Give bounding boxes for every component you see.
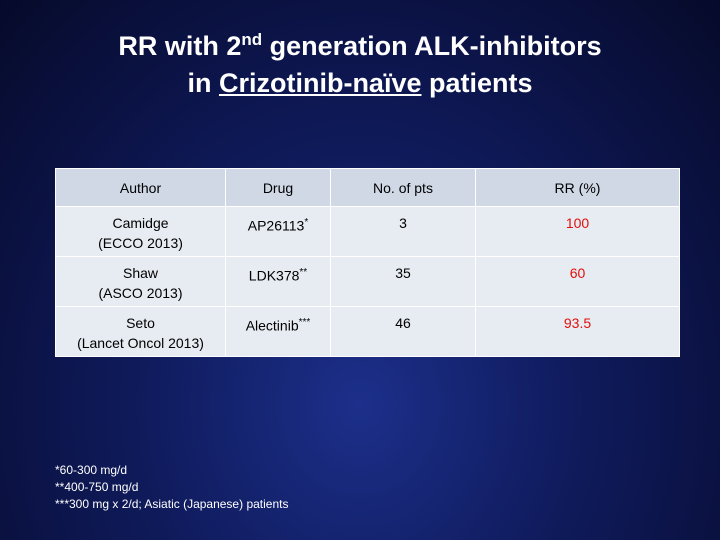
title-text: patients: [421, 68, 533, 98]
footnote: *60-300 mg/d: [55, 463, 128, 477]
pts-cell: 3: [330, 206, 476, 257]
drug-name: AP26113: [247, 217, 305, 234]
header-row: Author Drug No. of pts RR (%): [55, 168, 680, 207]
header-cell: Author: [55, 168, 226, 207]
drug-cell: Alectinib***: [225, 306, 331, 357]
footnote: **400-750 mg/d: [55, 480, 139, 494]
pts-cell: 46: [330, 306, 476, 357]
drug-name: LDK378: [248, 267, 300, 284]
drug-note: *: [304, 217, 309, 228]
rr-cell: 93.5: [475, 306, 680, 357]
title-text: RR with 2: [118, 31, 242, 61]
drug-cell: AP26113*: [225, 206, 331, 257]
title-superscript: nd: [241, 30, 263, 49]
drug-note: **: [299, 267, 308, 278]
header-cell: Drug: [225, 168, 331, 207]
title-line: RR with 2nd generation ALK-inhibitors: [0, 28, 720, 65]
rr-cell: 100: [475, 206, 680, 257]
author-cell: Shaw (ASCO 2013): [55, 256, 226, 307]
table-row: Seto (Lancet Oncol 2013) Alectinib*** 46 93.…: [55, 306, 680, 357]
author-line: Shaw: [122, 265, 159, 281]
author-cell: Seto (Lancet Oncol 2013): [55, 306, 226, 357]
header-cell: No. of pts: [330, 168, 476, 207]
drug-note: ***: [298, 317, 311, 328]
title-underlined: Crizotinib-naïve: [218, 68, 422, 98]
author-line: Seto: [126, 315, 155, 331]
footnote: ***300 mg x 2/d; Asiatic (Japanese) pati…: [55, 497, 289, 511]
slide-title: RR with 2nd generation ALK-inhibitors in…: [0, 28, 720, 102]
title-line: in Crizotinib-naïve patients: [0, 65, 720, 102]
author-line: (Lancet Oncol 2013): [77, 335, 204, 351]
author-line: (ASCO 2013): [98, 285, 183, 301]
drug-cell: LDK378**: [225, 256, 331, 307]
drug-name: Alectinib: [245, 317, 299, 334]
rr-cell: 60: [475, 256, 680, 307]
results-table: Author Drug No. of pts RR (%) Camidge (ECCO …: [55, 168, 680, 357]
table-body: Camidge (ECCO 2013) AP26113* 3 100 Shaw (ASCO …: [55, 206, 680, 357]
title-text: in: [187, 68, 219, 98]
pts-cell: 35: [330, 256, 476, 307]
footnotes: *60-300 mg/d **400-750 mg/d ***300 mg x 2/…: [55, 462, 288, 513]
title-text: generation ALK-inhibitors: [262, 31, 602, 61]
table-row: Shaw (ASCO 2013) LDK378** 35 60: [55, 256, 680, 307]
author-line: Camidge: [112, 215, 169, 231]
header-cell: RR (%): [475, 168, 680, 207]
author-cell: Camidge (ECCO 2013): [55, 206, 226, 257]
table-row: Camidge (ECCO 2013) AP26113* 3 100: [55, 206, 680, 257]
author-line: (ECCO 2013): [98, 235, 183, 251]
